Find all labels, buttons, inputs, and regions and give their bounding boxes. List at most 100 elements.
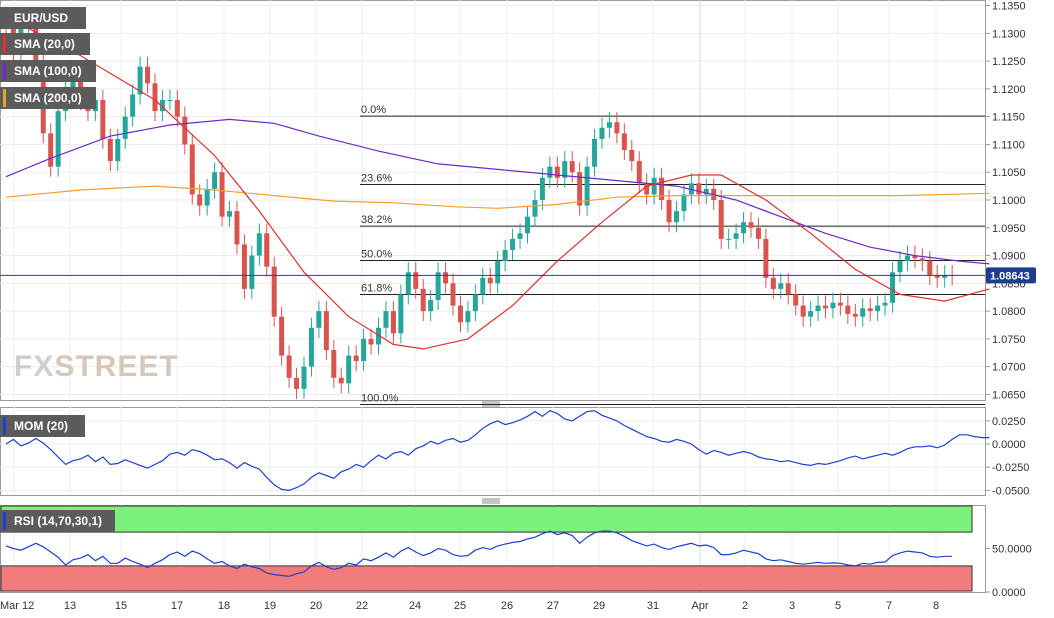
candle-body: [778, 283, 784, 289]
mom-text: MOM (20): [14, 419, 68, 433]
candle-body: [539, 177, 545, 200]
candle-body: [353, 355, 359, 362]
candle-body: [301, 366, 307, 389]
x-tick-label: 17: [171, 600, 183, 612]
rsi-axis-label: 50.0000: [992, 544, 1032, 556]
candle-body: [376, 327, 381, 345]
candle-body: [249, 255, 255, 289]
candle-body: [621, 133, 627, 150]
candle-body: [368, 338, 374, 345]
candle-body: [70, 77, 76, 89]
candle-body: [904, 255, 910, 262]
rsi-label[interactable]: RSI (14,70,30,1): [0, 510, 115, 532]
candle-body: [122, 116, 128, 139]
candle-body: [785, 283, 791, 295]
candle-body: [264, 233, 270, 267]
candle-body: [815, 305, 821, 312]
price-axis-label: 1.1150: [992, 112, 1025, 124]
candle-body: [793, 294, 799, 306]
x-tick-label: 20: [310, 600, 322, 612]
candle-body: [435, 272, 441, 300]
candle-body: [547, 166, 553, 178]
candle-body: [294, 377, 300, 389]
mom-axis-label: 0.0000: [992, 439, 1026, 451]
candle-body: [457, 305, 463, 323]
candle-body: [562, 161, 568, 178]
candle-body: [361, 338, 367, 362]
candle-body: [308, 327, 314, 367]
candle-body: [912, 255, 918, 259]
candle-body: [48, 133, 54, 167]
candle-body: [577, 172, 583, 206]
x-tick-label: 27: [547, 600, 559, 612]
x-tick-label: Apr: [691, 600, 708, 612]
candle-body: [875, 305, 881, 312]
sma200-line: [5, 185, 990, 209]
candle-body: [398, 294, 404, 334]
x-tick-label: 2: [742, 600, 748, 612]
candle-body: [256, 233, 262, 256]
candle-body: [741, 222, 747, 234]
sma200-color-marker: [3, 89, 6, 107]
mom-label[interactable]: MOM (20): [0, 415, 85, 437]
symbol-text: EUR/USD: [14, 11, 69, 25]
candle-body: [145, 66, 151, 84]
fibonacci-level-label: 61.8%: [361, 282, 392, 294]
candle-body: [554, 166, 560, 178]
candle-body: [227, 211, 232, 217]
sma200-label[interactable]: SMA (200,0): [0, 87, 96, 109]
candle-body: [726, 238, 732, 240]
fibonacci-level-label: 0.0%: [361, 104, 386, 116]
sma20-color-marker: [3, 35, 6, 53]
candle-body: [428, 300, 434, 312]
current-price-value: 1.08643: [990, 270, 1030, 282]
sma100-text: SMA (100,0): [14, 64, 82, 78]
sma100-label[interactable]: SMA (100,0): [0, 60, 96, 82]
candle-body: [510, 238, 516, 250]
candle-body: [830, 302, 836, 309]
candle-body: [167, 100, 173, 101]
price-axis-label: 1.0950: [992, 223, 1026, 235]
candle-body: [852, 313, 858, 317]
mom-axis-label: -0.0500: [992, 485, 1029, 497]
candle-body: [219, 172, 225, 217]
sma20-label[interactable]: SMA (20,0): [0, 33, 90, 55]
candle-body: [845, 305, 851, 314]
mom-axis-label: -0.0250: [992, 462, 1029, 474]
price-axis-label: 1.1300: [992, 28, 1026, 40]
candle-body: [241, 244, 247, 289]
candle-body: [688, 183, 694, 195]
candle-body: [882, 302, 888, 306]
rsi-oversold-zone: [0, 565, 973, 592]
candle-body: [420, 288, 426, 312]
candle-body: [525, 216, 530, 234]
candle-body: [823, 305, 828, 309]
sma20-line: [5, 16, 990, 350]
x-tick-label: 8: [933, 600, 939, 612]
candle-body: [927, 261, 933, 275]
fibonacci-level-label: 23.6%: [361, 172, 392, 184]
candle-body: [569, 161, 575, 173]
candle-body: [919, 258, 925, 262]
candle-body: [606, 122, 612, 128]
candle-body: [182, 116, 188, 145]
x-tick-label: 31: [647, 600, 659, 612]
candle-body: [234, 211, 240, 245]
price-axis-label: 1.1350: [992, 1, 1026, 13]
candle-body: [897, 261, 903, 273]
candle-body: [189, 144, 195, 195]
price-axis-label: 1.0800: [992, 306, 1026, 318]
price-axis-label: 1.1200: [992, 84, 1026, 96]
rsi-line: [5, 530, 953, 577]
x-tick-label: 18: [218, 600, 230, 612]
candle-body: [286, 355, 292, 378]
candle-body: [592, 138, 598, 167]
candle-body: [644, 183, 650, 195]
candle-body: [390, 311, 396, 334]
candle-body: [532, 200, 538, 217]
candle-body: [137, 66, 143, 95]
candle-body: [867, 308, 873, 312]
candle-body: [204, 188, 210, 206]
